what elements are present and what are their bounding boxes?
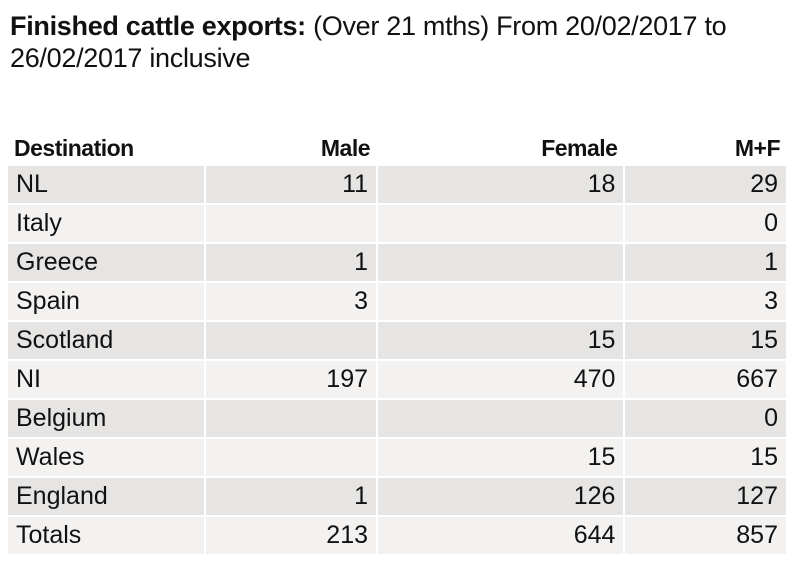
cell-female — [378, 244, 624, 281]
cell-female: 644 — [378, 517, 624, 554]
cell-female: 18 — [378, 166, 624, 203]
cell-male: 11 — [206, 166, 377, 203]
cell-mf: 127 — [625, 478, 786, 515]
cell-female: 126 — [378, 478, 624, 515]
cell-female — [378, 400, 624, 437]
header-mf: M+F — [734, 135, 781, 161]
cell-male — [206, 322, 377, 359]
table-row: Greece 1 1 — [8, 244, 786, 281]
cell-female: 15 — [378, 439, 624, 476]
cell-male: 1 — [206, 244, 377, 281]
cell-mf: 3 — [625, 283, 786, 320]
cell-destination: NL — [8, 166, 204, 203]
cell-mf: 1 — [625, 244, 786, 281]
table-row: Scotland 15 15 — [8, 322, 786, 359]
cell-male — [206, 400, 377, 437]
cell-male — [206, 439, 377, 476]
cell-destination: England — [8, 478, 204, 515]
table-row: NI 197 470 667 — [8, 361, 786, 398]
table-row: Belgium 0 — [8, 400, 786, 437]
title-bold: Finished cattle exports: — [10, 11, 306, 41]
table-row: Spain 3 3 — [8, 283, 786, 320]
cell-female — [378, 205, 624, 242]
cell-destination: Belgium — [8, 400, 204, 437]
cell-mf: 15 — [625, 322, 786, 359]
cell-mf: 667 — [625, 361, 786, 398]
table-row: Wales 15 15 — [8, 439, 786, 476]
cell-destination: Scotland — [8, 322, 204, 359]
cell-mf: 0 — [625, 400, 786, 437]
cell-destination: Italy — [8, 205, 204, 242]
header-row: Destination Male Female M+F — [8, 128, 786, 164]
exports-table: Destination Male Female M+F NL 11 18 29 Ital… — [6, 126, 788, 556]
cell-destination: Greece — [8, 244, 204, 281]
cell-male: 1 — [206, 478, 377, 515]
cell-female: 15 — [378, 322, 624, 359]
header-destination: Destination — [14, 135, 134, 161]
title-rest: (Over 21 mths) From 20/02/2017 to 26/02/… — [10, 11, 727, 73]
cell-destination: NI — [8, 361, 204, 398]
header-male: Male — [320, 135, 371, 161]
cell-mf: 857 — [625, 517, 786, 554]
header-female: Female — [541, 135, 618, 161]
cell-male — [206, 205, 377, 242]
cell-male: 213 — [206, 517, 377, 554]
table-row: England 1 126 127 — [8, 478, 786, 515]
table-title: Finished cattle exports: (Over 21 mths) … — [10, 10, 780, 74]
cell-destination: Totals — [8, 517, 204, 554]
cell-mf: 29 — [625, 166, 786, 203]
table-row: Totals 213 644 857 — [8, 517, 786, 554]
cell-destination: Wales — [8, 439, 204, 476]
cell-male: 197 — [206, 361, 377, 398]
cell-destination: Spain — [8, 283, 204, 320]
cell-female — [378, 283, 624, 320]
cell-mf: 0 — [625, 205, 786, 242]
table-row: Italy 0 — [8, 205, 786, 242]
cell-female: 470 — [378, 361, 624, 398]
cell-male: 3 — [206, 283, 377, 320]
cell-mf: 15 — [625, 439, 786, 476]
table-row: NL 11 18 29 — [8, 166, 786, 203]
